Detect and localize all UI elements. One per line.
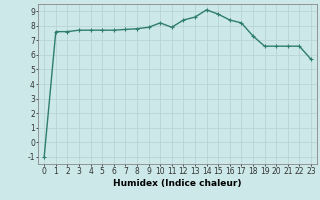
- X-axis label: Humidex (Indice chaleur): Humidex (Indice chaleur): [113, 179, 242, 188]
